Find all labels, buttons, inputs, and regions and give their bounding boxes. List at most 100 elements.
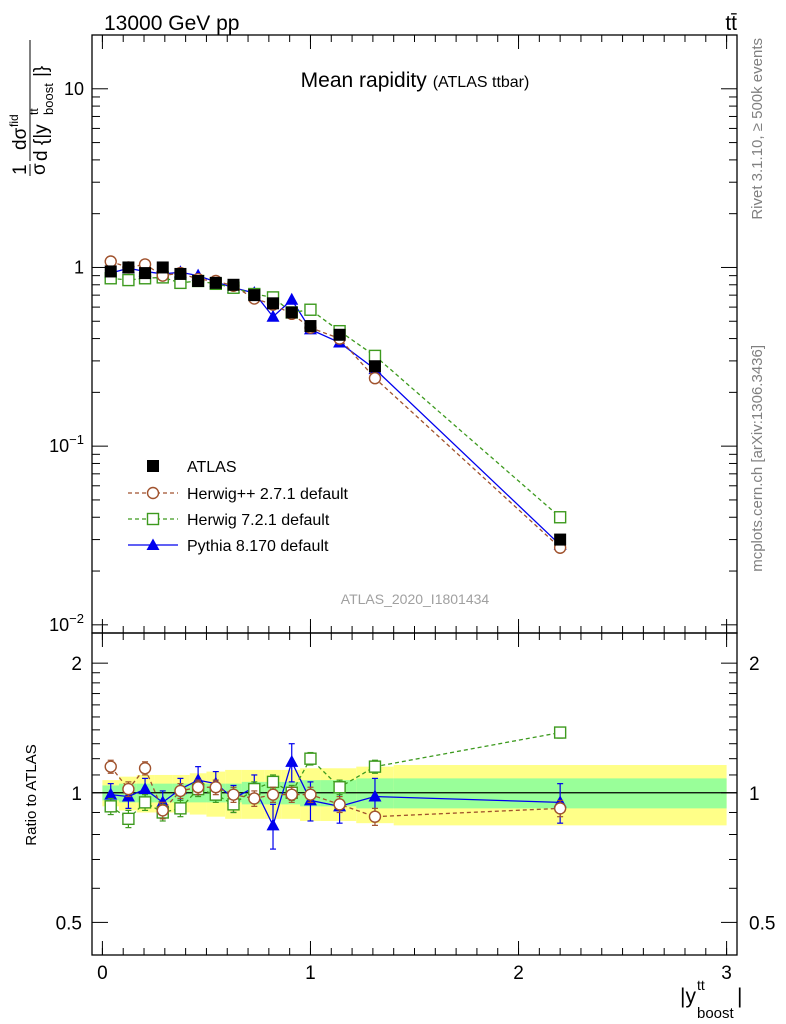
main-point-atlas — [104, 265, 117, 278]
ratio-point-herwig-7-2-1-default — [553, 726, 567, 739]
ratio-series-group — [104, 726, 567, 850]
process-label: tt̄ — [725, 12, 737, 35]
main-point-pythia-8-170-default — [285, 292, 299, 305]
watermark: ATLAS_2020_I1801434 — [341, 591, 490, 607]
legend-marker-herwig7 — [146, 512, 160, 526]
legend-label-atlas: ATLAS — [187, 459, 237, 476]
main-point-atlas — [174, 267, 187, 280]
ratio-point-herwig-7-2-1-default — [104, 800, 117, 813]
main-point-herwig-7-2-1-default — [304, 303, 317, 316]
main-point-pythia-8-170-default — [266, 309, 280, 322]
ratio-point-herwig-7-2-1-default — [266, 775, 280, 789]
main-y-tick-label: 10−1 — [49, 432, 84, 456]
x-tick-label: 2 — [513, 963, 524, 984]
ratio-y-tick-label: 0.5 — [56, 913, 82, 934]
main-point-herwig-7-2-1-default — [122, 273, 135, 287]
main-point-atlas — [192, 274, 205, 287]
main-point-atlas — [267, 297, 280, 310]
ylabel-denominator-sup: tt — [27, 108, 41, 115]
legend-marker-atlas — [147, 460, 159, 472]
main-point-atlas — [554, 533, 567, 546]
ratio-point-herwig-2-7-1-default — [227, 788, 240, 801]
main-line-herwig-7-2-1-default — [110, 276, 561, 518]
main-series-atlas — [104, 261, 567, 546]
ratio-point-herwig-2-7-1-default — [209, 781, 222, 794]
legend: ATLAS Herwig++ 2.7.1 default Herwig 7.2.… — [128, 459, 349, 555]
chart-title: Mean rapidity (ATLAS ttbar) — [301, 69, 530, 92]
ratio-point-herwig-2-7-1-default — [138, 762, 152, 775]
ratio-point-herwig-2-7-1-default — [368, 810, 382, 823]
x-tick-label: 1 — [305, 963, 316, 984]
ylabel-denominator-end: |} — [31, 66, 52, 77]
ratio-point-herwig-7-2-1-default — [174, 802, 187, 815]
main-series-group — [104, 255, 567, 554]
xlabel-end: | — [737, 985, 742, 1008]
x-tick-label: 0 — [97, 963, 108, 984]
ratio-plot-frame — [91, 632, 738, 956]
main-point-atlas — [227, 278, 240, 291]
ratio-point-herwig-2-7-1-default — [191, 781, 205, 794]
ratio-point-pythia-8-170-default — [266, 818, 280, 831]
ratio-y-tick-label-right: 0.5 — [749, 913, 775, 934]
legend-label-pythia: Pythia 8.170 default — [187, 538, 329, 555]
x-tick-label: 3 — [721, 963, 732, 984]
ratio-point-herwig-2-7-1-default — [248, 792, 261, 805]
legend-marker-pythia — [146, 538, 160, 550]
ylabel-factor-denominator: σ — [29, 163, 50, 175]
ratio-point-herwig-2-7-1-default — [122, 782, 135, 796]
series-layer — [104, 255, 567, 850]
ratio-point-herwig-7-2-1-default — [333, 781, 346, 794]
main-point-herwig-7-2-1-default — [553, 511, 567, 524]
ratio-point-herwig-2-7-1-default — [553, 802, 567, 815]
ratio-point-pythia-8-170-default — [368, 789, 382, 802]
ylabel-numerator-sup: fid — [7, 114, 21, 127]
main-y-tick-label: 1 — [74, 257, 84, 277]
main-y-tick-label: 10 — [64, 79, 84, 99]
main-line-pythia-8-170-default — [110, 267, 561, 546]
chart-title-main: Mean rapidity — [301, 69, 428, 92]
main-series-pythia-8-170-default — [104, 261, 567, 550]
ratio-point-herwig-7-2-1-default — [368, 760, 382, 773]
ratio-point-pythia-8-170-default — [104, 787, 118, 800]
ratio-y-tick-label-right: 1 — [749, 784, 760, 805]
ratio-y-axis-label: Ratio to ATLAS — [23, 744, 40, 845]
ratio-y-tick-label-right: 2 — [749, 654, 760, 675]
ratio-point-herwig-2-7-1-default — [156, 804, 169, 817]
ratio-point-herwig-2-7-1-default — [333, 798, 346, 811]
main-y-tick-label: 10−2 — [49, 611, 84, 635]
main-panel-axes: 10−2 10−1 1 10 — [49, 34, 737, 635]
main-line-herwig-2-7-1-default — [110, 260, 561, 549]
xlabel-main: |y — [680, 985, 696, 1008]
ratio-y-tick-label: 2 — [71, 654, 82, 675]
legend-marker-herwigpp — [146, 486, 160, 500]
legend-label-herwigpp: Herwig++ 2.7.1 default — [187, 486, 349, 503]
ylabel-numerator: dσ — [10, 127, 31, 150]
xlabel-sub: boost — [697, 1005, 735, 1022]
main-point-atlas — [139, 267, 152, 280]
ratio-series-herwig-2-7-1-default — [104, 759, 567, 826]
main-point-atlas — [122, 261, 135, 274]
ratio-point-herwig-2-7-1-default — [174, 784, 187, 798]
ratio-uncertainty-bands — [92, 765, 737, 826]
main-point-atlas — [368, 360, 381, 373]
rivet-label: Rivet 3.1.10, ≥ 500k events — [749, 38, 766, 220]
ylabel-denominator: d {|y — [31, 124, 52, 161]
main-point-atlas — [304, 320, 317, 333]
main-point-herwig-2-7-1-default — [104, 255, 117, 268]
main-point-atlas — [285, 306, 298, 319]
ylabel-factor-numerator: 1 — [10, 164, 31, 175]
chart-title-note: (ATLAS ttbar) — [433, 74, 530, 91]
ratio-point-pythia-8-170-default — [138, 782, 152, 795]
main-point-atlas — [333, 328, 346, 341]
ratio-point-herwig-7-2-1-default — [122, 812, 135, 826]
ylabel-denominator-sub: boost — [41, 83, 56, 115]
main-series-herwig-2-7-1-default — [104, 255, 567, 554]
main-point-atlas — [156, 261, 169, 274]
ratio-point-herwig-2-7-1-default — [266, 788, 280, 801]
mcplots-label: mcplots.cern.ch [arXiv:1306.3436] — [749, 345, 766, 572]
main-point-atlas — [209, 276, 222, 289]
ratio-panel-axes: 0.5 0.5 1 1 2 2 0 1 2 3 — [56, 633, 775, 984]
ratio-y-tick-label: 1 — [71, 784, 82, 805]
ratio-point-herwig-2-7-1-default — [304, 788, 317, 801]
